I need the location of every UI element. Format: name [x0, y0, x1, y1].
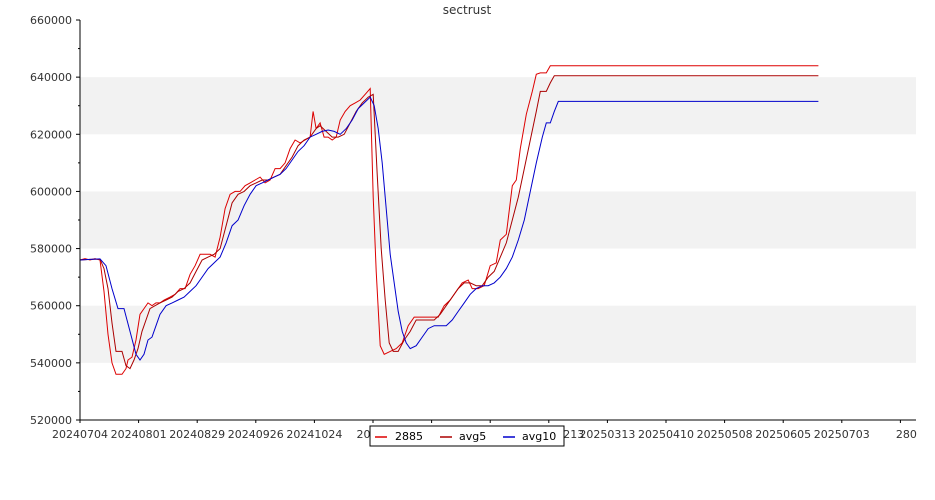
y-tick-label: 640000 [30, 71, 72, 84]
x-tick-label: 20250313 [579, 428, 635, 441]
chart-title: sectrust [443, 3, 492, 17]
legend-label-avg10: avg10 [522, 430, 556, 443]
series-line-2885 [79, 65, 819, 375]
y-ticks: 520000 540000 560000 580000 600000 620000 6400… [30, 14, 80, 427]
legend-label-2885: 2885 [395, 430, 423, 443]
x-tick-label: 20250605 [755, 428, 811, 441]
x-tick-label: 20240926 [228, 428, 284, 441]
x-tick-label: 20240829 [169, 428, 225, 441]
x-tick-label: 20240704 [52, 428, 108, 441]
x-tick-label: 20241024 [286, 428, 342, 441]
x-tick-label: 280 [896, 428, 917, 441]
series-line-avg5 [79, 75, 819, 370]
grid-band [80, 305, 916, 363]
series-layer [79, 65, 819, 375]
plot-bands [80, 77, 916, 363]
y-tick-label: 520000 [30, 414, 72, 427]
y-tick-label: 620000 [30, 128, 72, 141]
grid-band [80, 191, 916, 249]
y-tick-label: 580000 [30, 243, 72, 256]
x-tick-label: 20250703 [814, 428, 870, 441]
series-line-avg10 [79, 96, 819, 361]
y-tick-label: 600000 [30, 185, 72, 198]
legend-label-avg5: avg5 [459, 430, 486, 443]
legend: 2885 avg5 avg10 [369, 425, 565, 447]
y-tick-label: 540000 [30, 357, 72, 370]
x-tick-label: 213 [563, 428, 584, 441]
x-ticks: 20240704 20240801 20240829 20240926 20241024… [52, 420, 917, 441]
grid-band [80, 77, 916, 135]
x-tick-label: 20250508 [697, 428, 753, 441]
y-tick-label: 660000 [30, 14, 72, 27]
x-tick-label: 20250410 [638, 428, 694, 441]
legend-box [369, 425, 565, 447]
y-tick-label: 560000 [30, 300, 72, 313]
x-tick-label: 20240801 [111, 428, 167, 441]
